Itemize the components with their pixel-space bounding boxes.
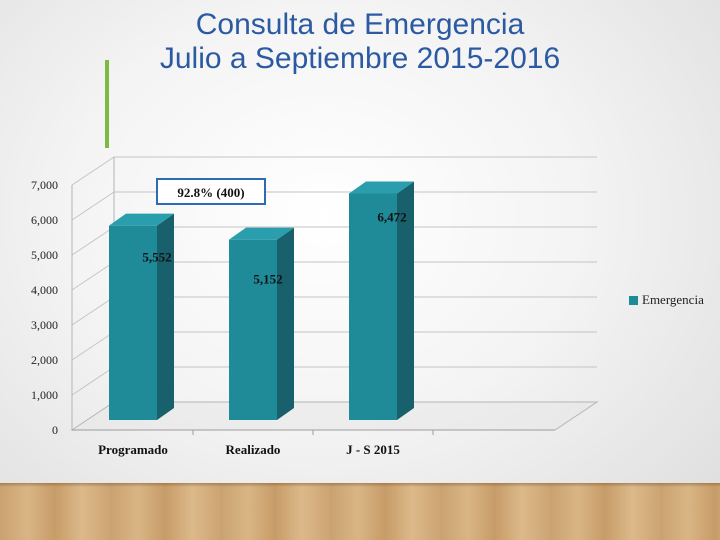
annotation-box: 92.8% (400)	[156, 178, 266, 205]
title-accent-bar	[105, 60, 109, 148]
chart-title: Consulta de Emergencia Julio a Septiembr…	[100, 8, 620, 76]
y-tick-label: 3,000	[31, 318, 58, 332]
title-line-2: Julio a Septiembre 2015-2016	[159, 42, 561, 75]
bar-top	[349, 181, 414, 194]
y-tick-label: 6,000	[31, 213, 58, 227]
x-category-label: Realizado	[226, 442, 281, 457]
grid-line-diagonal	[71, 191, 115, 221]
grid-line-diagonal	[71, 296, 115, 326]
x-axis-categories: Programado Realizado J - S 2015	[98, 430, 434, 457]
y-tick-label: 7,000	[31, 178, 58, 192]
bar	[109, 225, 157, 420]
data-labels: 5,552 5,152 6,472	[142, 209, 406, 286]
bar	[229, 239, 277, 420]
data-label: 5,552	[142, 250, 171, 265]
wood-floor-decoration	[0, 483, 720, 540]
bars	[109, 181, 414, 420]
data-label: 5,152	[253, 272, 282, 287]
x-category-label: Programado	[98, 442, 168, 457]
grid-line-diagonal	[71, 331, 115, 361]
bar	[349, 193, 397, 420]
bar-side	[397, 181, 414, 420]
grid-line-diagonal	[71, 366, 115, 396]
grid-line-diagonal	[71, 261, 115, 291]
legend-swatch	[629, 295, 638, 305]
y-tick-label: 2,000	[31, 353, 58, 367]
legend-label: Emergencia	[642, 292, 704, 307]
y-tick-label: 0	[52, 423, 58, 437]
bar-top	[109, 213, 174, 226]
grid-line-diagonal	[71, 156, 115, 186]
grid-line-diagonal	[71, 226, 115, 256]
annotation-text: 92.8% (400)	[177, 185, 244, 200]
x-category-label: J - S 2015	[346, 442, 400, 457]
y-tick-label: 1,000	[31, 388, 58, 402]
bar-top	[229, 227, 294, 240]
title-line-1: Consulta de Emergencia	[195, 8, 525, 41]
y-axis-ticks: 0 1,000 2,000 3,000 4,000 5,000 6,000 7,000	[31, 178, 58, 437]
bar-side	[157, 213, 174, 420]
bar-side	[277, 227, 294, 420]
legend: Emergencia	[629, 292, 704, 308]
data-label: 6,472	[377, 209, 406, 224]
y-tick-label: 5,000	[31, 248, 58, 262]
y-tick-label: 4,000	[31, 283, 58, 297]
